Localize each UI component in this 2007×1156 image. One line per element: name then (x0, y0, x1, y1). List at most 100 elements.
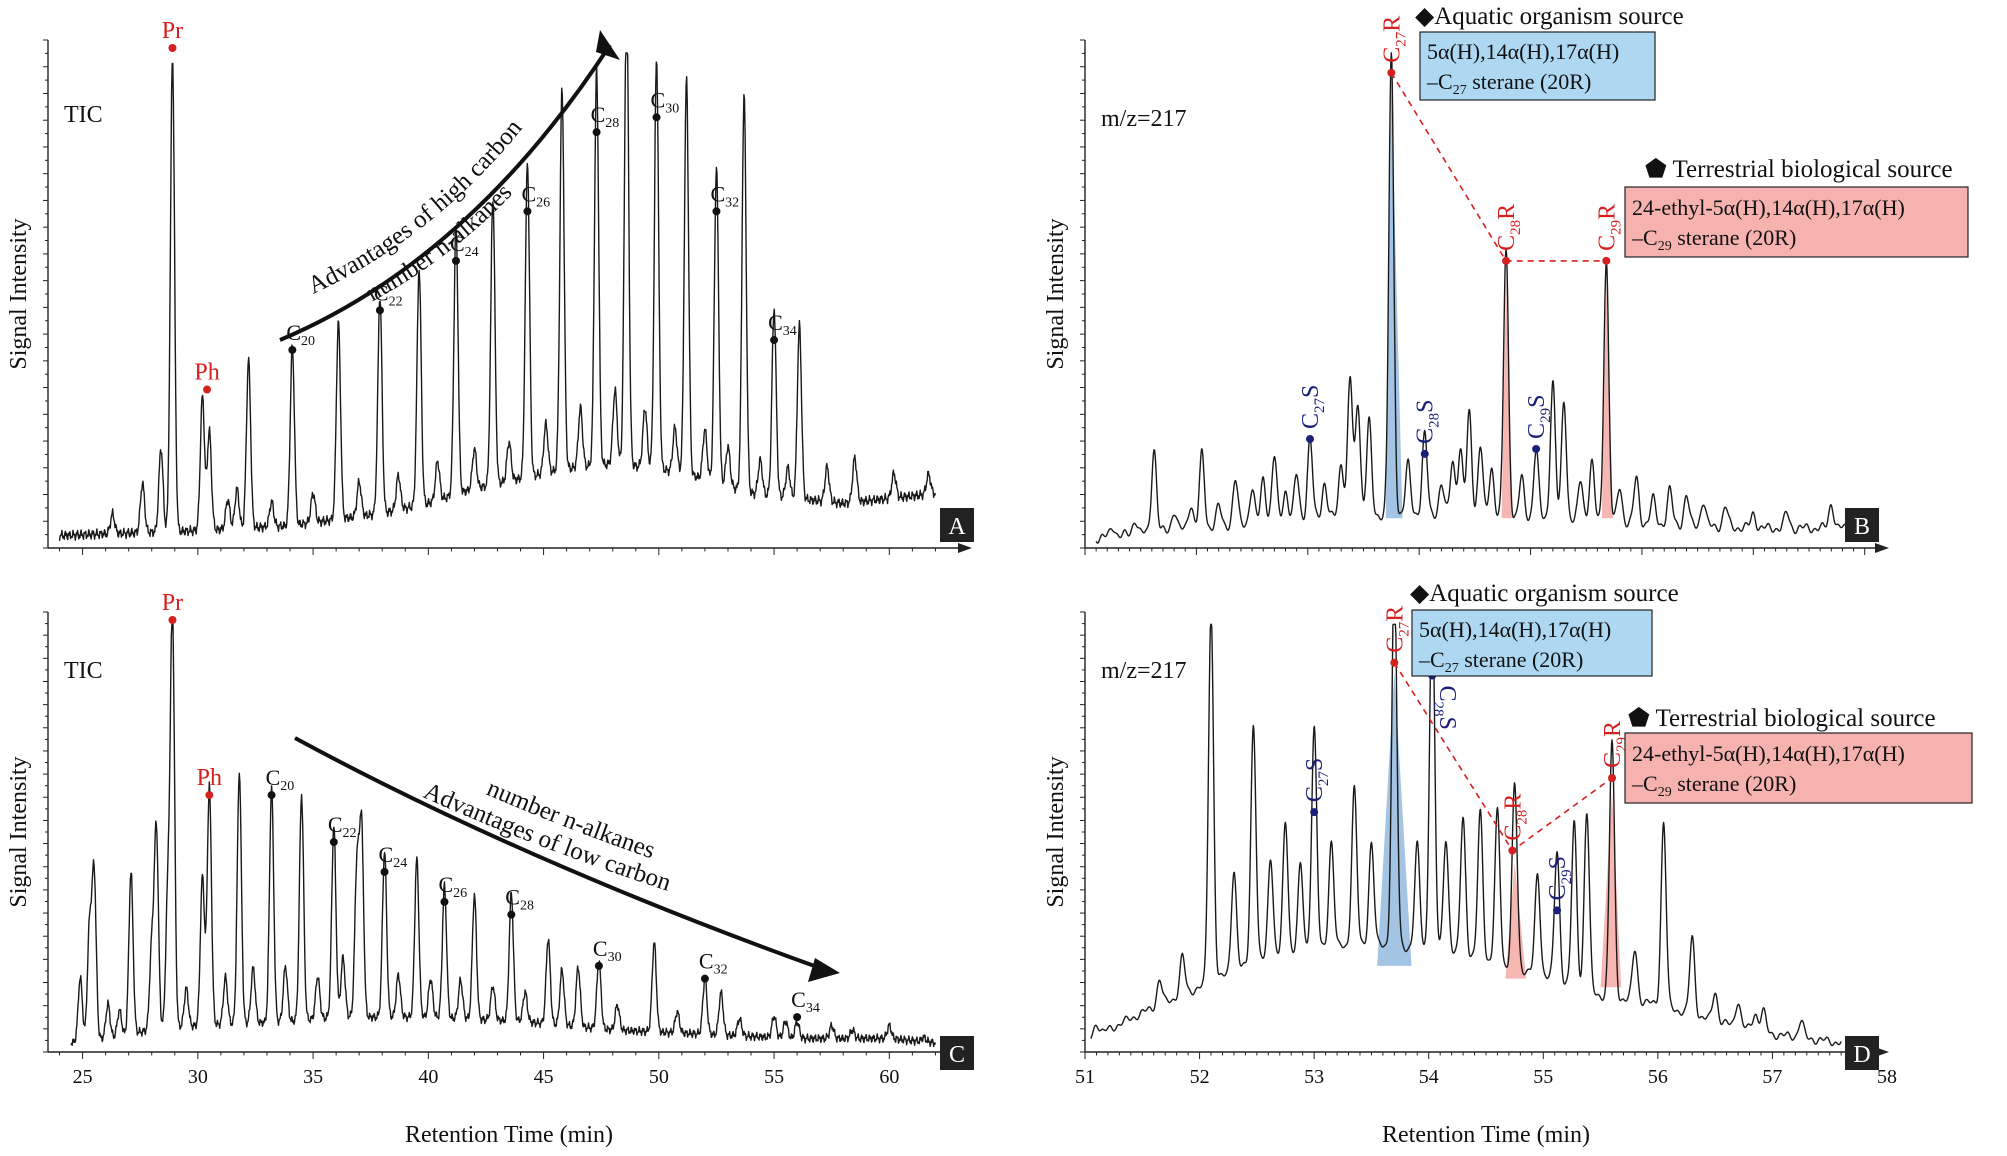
panel-label: D (1853, 1042, 1870, 1068)
x-tick-label: 45 (534, 1066, 554, 1088)
x-tick-label: 54 (1419, 1066, 1439, 1088)
arrow-curve (279, 43, 612, 342)
peak-label: C28S (1413, 400, 1443, 444)
peak-marker (1390, 658, 1399, 667)
peak-label: C29R (1594, 204, 1624, 251)
peak-marker (1420, 449, 1429, 458)
peak-label: Ph (197, 765, 222, 791)
trace-label: m/z=217 (1101, 658, 1187, 684)
peak-marker (329, 838, 338, 847)
trace-label: TIC (64, 658, 103, 684)
peak-marker (712, 207, 721, 216)
x-tick-label: 40 (418, 1066, 438, 1088)
x-tick-label: 52 (1190, 1066, 1210, 1088)
panel-d: 51 52 53 54 55 56 57 58 Retention Time (min) Sign… (1043, 580, 1973, 1148)
terrestrial-legend-box (1624, 186, 1969, 258)
peak-label: C29S (1545, 856, 1575, 900)
x-tick-label: 56 (1648, 1066, 1668, 1088)
y-axis-title: Signal Intensity (1043, 756, 1069, 907)
peak-label: C34 (768, 310, 797, 339)
trace-label: m/z=217 (1101, 106, 1187, 132)
terrestrial-source-legend: ⬟ Terrestrial biological source 24-ethyl-… (1624, 156, 1969, 258)
peak-label: C34 (791, 987, 820, 1016)
aquatic-legend-line1: 5α(H),14α(H),17α(H) (1427, 39, 1619, 64)
y-axis-title: Signal Intensity (6, 218, 32, 369)
peak-marker (1502, 256, 1511, 265)
aquatic-peak-highlight (1377, 671, 1412, 966)
panel-label-box (1845, 1036, 1879, 1070)
panel-label-box (940, 508, 974, 542)
peak-label: C22 (328, 812, 357, 841)
peak-marker (1306, 435, 1315, 444)
peak-label: C20 (266, 765, 295, 794)
chromatogram-trace (1090, 623, 1842, 1047)
peak-label: Pr (162, 18, 183, 44)
x-tick-label: 55 (764, 1066, 784, 1088)
terrestrial-peak-highlight (1505, 863, 1527, 979)
panel-label: C (949, 1042, 965, 1068)
aquatic-source-legend: ◆Aquatic organism source 5α(H),14α(H),17α… (1410, 580, 1679, 677)
peak-label: C30 (651, 87, 680, 116)
trace-label: TIC (64, 102, 103, 128)
x-tick-label: 35 (303, 1066, 323, 1088)
peak-label: C30 (593, 936, 622, 965)
x-tick-label: 53 (1304, 1066, 1324, 1088)
peak-label: C28 (591, 102, 620, 131)
panel-label: B (1854, 514, 1870, 540)
arrow-curve (294, 736, 821, 970)
chromatogram-trace (58, 52, 937, 541)
peak-label: C28 (505, 885, 534, 914)
terrestrial-legend-line1: 24-ethyl-5α(H),14α(H),17α(H) (1632, 741, 1905, 766)
peak-marker (1553, 906, 1562, 915)
peak-marker (793, 1013, 802, 1022)
peak-label: C28R (1494, 204, 1524, 251)
peak-label: C32 (699, 949, 728, 978)
aquatic-legend-line1: 5α(H),14α(H),17α(H) (1419, 617, 1611, 642)
aquatic-legend-title: ◆Aquatic organism source (1415, 3, 1684, 30)
y-axis-title: Signal Intensity (1043, 218, 1069, 369)
dashed-link (1390, 72, 1607, 262)
terrestrial-legend-line2: –C29 sterane (20R) (1631, 771, 1796, 800)
peak-label: Ph (194, 360, 219, 386)
peak-marker (1532, 444, 1541, 453)
arrow-head-icon (596, 30, 620, 60)
terrestrial-source-legend: ⬟ Terrestrial biological source 24-ethyl-… (1624, 705, 1973, 804)
peak-label: C27S (1302, 758, 1332, 802)
peak-label: C28S (1430, 686, 1460, 730)
x-tick-label: 50 (649, 1066, 669, 1088)
x-tick-label: 25 (73, 1066, 93, 1088)
peak-marker (380, 867, 389, 876)
chromatogram-trace (1095, 52, 1866, 544)
peak-marker (168, 44, 177, 52)
aquatic-legend-box (1411, 609, 1653, 677)
dashed-link (1393, 662, 1613, 852)
panel-label-box (1845, 508, 1879, 542)
x-tick-label: 51 (1075, 1066, 1095, 1088)
peak-marker (205, 791, 214, 800)
peak-marker (1387, 68, 1396, 77)
peak-label: C24 (379, 842, 408, 871)
panel-c: 25 30 35 40 45 50 55 60 Retention Time (min) Sign… (6, 590, 974, 1148)
aquatic-legend-line2: –C27 sterane (20R) (1418, 647, 1583, 676)
peak-marker (288, 345, 297, 354)
x-axis-title: Retention Time (min) (405, 1122, 613, 1148)
peak-label: C27R (1379, 16, 1409, 63)
terrestrial-legend-line1: 24-ethyl-5α(H),14α(H),17α(H) (1632, 195, 1905, 220)
y-axis-title: Signal Intensity (6, 756, 32, 907)
x-tick-label: 55 (1533, 1066, 1553, 1088)
peak-marker (1508, 846, 1517, 855)
terrestrial-legend-line2: –C29 sterane (20R) (1631, 225, 1796, 254)
peak-marker (770, 336, 779, 345)
x-axis-arrow-icon (958, 543, 972, 553)
peak-marker (592, 128, 601, 137)
x-tick-label: 60 (879, 1066, 899, 1088)
peak-label: C26 (521, 181, 550, 210)
x-tick-label: 30 (188, 1066, 208, 1088)
peak-label: Pr (162, 590, 183, 616)
peak-marker (375, 306, 384, 315)
peak-marker (523, 207, 532, 216)
terrestrial-legend-box (1624, 732, 1973, 804)
terrestrial-peak-highlight (1600, 790, 1622, 988)
